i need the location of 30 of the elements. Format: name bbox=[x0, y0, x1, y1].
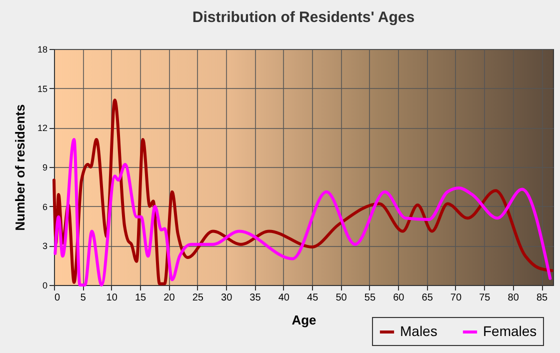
y-tick-label: 3 bbox=[42, 241, 48, 252]
legend-label: Females bbox=[483, 323, 537, 339]
x-tick-label: 65 bbox=[422, 292, 434, 304]
x-tick-label: 60 bbox=[393, 292, 405, 304]
y-tick-label: 6 bbox=[42, 202, 48, 212]
x-tick-label: 35 bbox=[250, 292, 262, 304]
x-tick-label: 80 bbox=[508, 292, 520, 304]
x-tick-label: 20 bbox=[164, 292, 176, 304]
x-tick-label: 75 bbox=[479, 292, 491, 304]
x-tick-label: 0 bbox=[54, 292, 60, 304]
y-axis-title: Number of residents bbox=[12, 104, 28, 231]
x-tick-label: 40 bbox=[278, 292, 290, 304]
x-tick-label: 45 bbox=[307, 292, 319, 304]
x-tick-label: 15 bbox=[134, 292, 147, 304]
y-tick-label: 9 bbox=[42, 162, 48, 172]
x-tick-label: 55 bbox=[364, 292, 376, 304]
legend-label: Males bbox=[400, 323, 438, 339]
x-tick-label: 5 bbox=[80, 292, 86, 304]
x-axis-title: Age bbox=[292, 312, 316, 328]
y-tick-label: 15 bbox=[37, 84, 48, 94]
x-tick-label: 50 bbox=[336, 292, 348, 304]
x-tick-label: 25 bbox=[192, 292, 204, 304]
x-tick-label: 10 bbox=[106, 292, 118, 304]
y-tick-label: 12 bbox=[37, 123, 48, 134]
x-tick-label: 85 bbox=[536, 292, 548, 304]
y-tick-label: 18 bbox=[37, 44, 48, 54]
chart-title: Distribution of Residents' Ages bbox=[192, 9, 415, 26]
x-tick-label: 70 bbox=[450, 292, 462, 304]
y-tick-label: 0 bbox=[42, 280, 48, 290]
x-tick-label: 30 bbox=[221, 292, 233, 304]
